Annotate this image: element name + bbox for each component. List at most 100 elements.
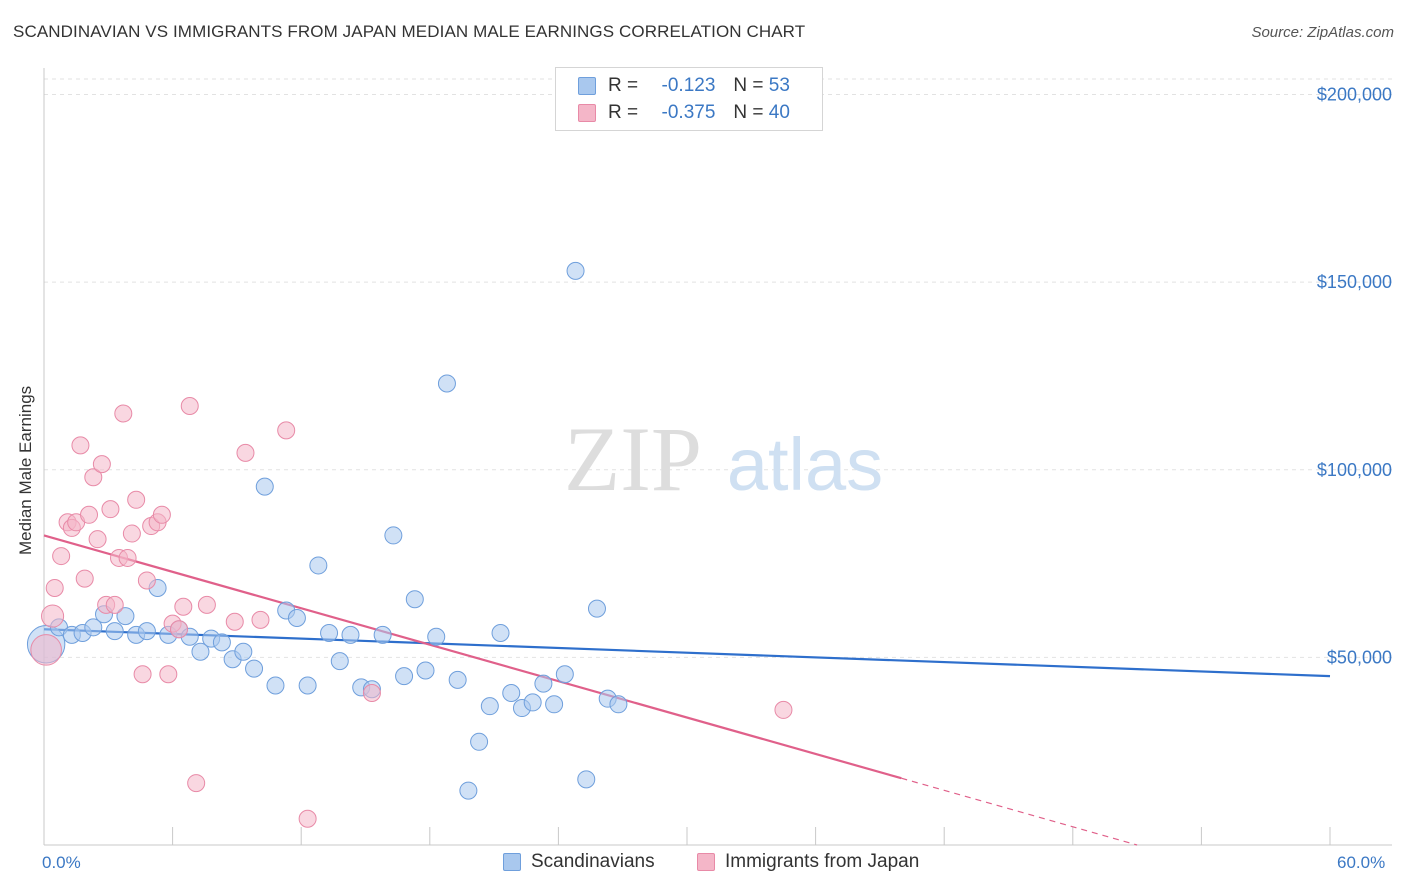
legend-item-japan[interactable]: Immigrants from Japan [697,851,919,873]
legend-label: Scandinavians [531,851,655,872]
scandinavian-point [448,670,467,689]
japan-point [122,524,141,543]
japan-point [197,595,216,614]
scandinavian-point [384,526,403,545]
legend-label: Immigrants from Japan [725,851,920,872]
japan-point [101,500,120,519]
japan-point [159,665,178,684]
trend-line-dashed [901,777,1138,846]
legend-row-scandinavians: R = -0.123 N = 53 [578,73,790,99]
scandinavian-point [502,684,521,703]
scandinavian-point [566,261,585,280]
japan-point [180,396,199,415]
japan-point [277,421,296,440]
japan-point [133,665,152,684]
japan-point [80,505,99,524]
scandinavian-point [609,695,628,714]
watermark: ZIP atlas [564,408,883,510]
scandinavian-point [427,627,446,646]
trend-lines [43,534,1331,846]
japan-point [225,612,244,631]
legend-swatch-blue [503,853,521,871]
scandinavian-point [191,642,210,661]
legend-swatch-pink [578,104,596,122]
scandinavian-point [395,667,414,686]
japan-point [30,634,62,666]
legend-swatch-blue [578,77,596,95]
japan-point [127,490,146,509]
scandinavian-point [255,477,274,496]
japan-point [52,547,71,566]
scandinavian-point [309,556,328,575]
japan-point [236,443,255,462]
japan-point [45,578,64,597]
scandinavian-point [437,374,456,393]
trend-line-solid [43,534,902,780]
japan-point [187,774,206,793]
japan-point [41,604,65,628]
scandinavian-point [116,607,135,626]
data-points [26,261,793,828]
grid-lines [44,78,1392,658]
scandinavian-point [405,590,424,609]
japan-point [152,505,171,524]
scandinavian-point [266,676,285,695]
scandinavian-point [105,622,124,641]
scandinavian-point [480,697,499,716]
scandinavian-point [459,781,478,800]
japan-point [298,809,317,828]
correlation-legend: R = -0.123 N = 53 R = -0.375 N = 40 [555,67,823,131]
scandinavian-point [523,693,542,712]
japan-point [251,610,270,629]
n-label: N = [733,102,764,123]
scandinavian-point [341,625,360,644]
japan-point [137,571,156,590]
scandinavian-point [137,622,156,641]
japan-point [71,436,90,455]
japan-point [774,700,793,719]
scandinavian-point [84,618,103,637]
japan-point [92,455,111,474]
scandinavian-point [287,608,306,627]
y-axis-label: Median Male Earnings [16,385,35,555]
scandinavian-point [330,652,349,671]
y-tick-label: $150,000 [1317,272,1392,292]
japan-point [105,595,124,614]
scandinavian-point [298,676,317,695]
japan-point [75,569,94,588]
scandinavian-point [491,623,510,642]
legend-swatch-pink [697,853,715,871]
scandinavian-point [212,633,231,652]
japan-point [118,548,137,567]
scandinavian-point [555,665,574,684]
r-value: -0.375 [661,102,716,123]
series-legend: Scandinavians Immigrants from Japan [0,851,1406,877]
watermark-atlas: atlas [727,423,883,506]
scandinavian-point [545,695,564,714]
trend-line [43,628,1331,678]
r-label: R = [608,75,639,96]
scandinavian-point [245,659,264,678]
scandinavian-point [234,642,253,661]
scandinavian-point [534,674,553,693]
legend-item-scandinavians[interactable]: Scandinavians [503,851,655,873]
n-value: 40 [768,102,790,123]
x-tick-label-min: 0.0% [42,853,81,872]
japan-point [114,404,133,423]
japan-point [88,530,107,549]
n-label: N = [733,75,764,96]
r-label: R = [608,102,639,123]
scandinavian-point [577,770,596,789]
legend-row-japan: R = -0.375 N = 40 [578,100,790,126]
y-tick-labels: $50,000 $100,000 $150,000 $200,000 [1317,85,1392,668]
scandinavian-point [320,623,339,642]
scandinavian-point [587,599,606,618]
source-credit: Source: ZipAtlas.com [1251,24,1394,41]
axes [43,68,1392,846]
y-tick-label: $200,000 [1317,85,1392,105]
watermark-zip: ZIP [564,408,702,510]
x-tick-label-max: 60.0% [1337,853,1386,872]
scandinavian-point [470,732,489,751]
scandinavian-point [373,625,392,644]
